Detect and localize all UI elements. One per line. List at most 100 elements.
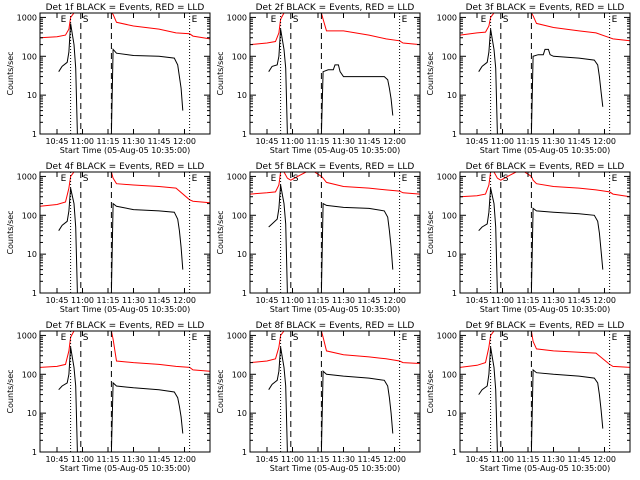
x-tick-label: 11:45 xyxy=(147,296,170,305)
y-tick-label: 10 xyxy=(447,250,457,259)
saa-label: S xyxy=(83,174,89,184)
plot-frame xyxy=(39,330,211,453)
events-series-line xyxy=(58,23,184,135)
saa-label: S xyxy=(293,333,299,343)
panel-title: Det 2f BLACK = Events, RED = LLD xyxy=(256,3,415,13)
x-tick-label: 11:45 xyxy=(567,455,590,464)
y-tick-label: 1 xyxy=(242,448,247,457)
x-tick-label: 11:00 xyxy=(491,296,514,305)
x-tick-label: 12:00 xyxy=(593,296,616,305)
x-tick-label: 10:45 xyxy=(465,455,488,464)
y-tick-label: 1000 xyxy=(17,13,37,22)
eclipse-start-label: E xyxy=(271,333,277,343)
x-tick-label: 11:00 xyxy=(281,455,304,464)
x-tick-label: 10:45 xyxy=(45,455,68,464)
x-tick-label: 11:00 xyxy=(71,137,94,146)
x-tick-label: 11:15 xyxy=(306,137,329,146)
x-tick-label: 11:00 xyxy=(491,455,514,464)
y-tick-label: 1 xyxy=(452,289,457,298)
x-tick-label: 11:00 xyxy=(71,296,94,305)
x-tick-label: 12:00 xyxy=(593,455,616,464)
x-tick-label: 11:30 xyxy=(332,137,355,146)
y-axis-label: Counts/sec xyxy=(6,210,15,254)
x-tick-label: 12:00 xyxy=(173,296,196,305)
x-tick-label: 12:00 xyxy=(173,137,196,146)
x-axis-label: Start Time (05-Aug-05 10:35:00) xyxy=(480,305,611,314)
y-tick-label: 10 xyxy=(447,91,457,100)
y-tick-label: 100 xyxy=(232,52,247,61)
y-tick-label: 1000 xyxy=(17,172,37,181)
detector-panel: Det 3f BLACK = Events, RED = LLD E S E 1 10 10… xyxy=(426,3,631,155)
eclipse-end-label: E xyxy=(192,174,198,184)
events-series-line xyxy=(478,29,604,135)
panel-title: Det 4f BLACK = Events, RED = LLD xyxy=(46,162,205,172)
x-tick-label: 11:30 xyxy=(332,296,355,305)
x-tick-label: 10:45 xyxy=(465,137,488,146)
y-tick-label: 10 xyxy=(237,91,247,100)
y-tick-label: 100 xyxy=(232,211,247,220)
eclipse-end-label: E xyxy=(402,333,408,343)
saa-label: S xyxy=(83,15,89,25)
y-tick-label: 10 xyxy=(27,91,37,100)
y-tick-label: 1 xyxy=(242,289,247,298)
panel-title: Det 9f BLACK = Events, RED = LLD xyxy=(466,321,625,331)
x-tick-label: 10:45 xyxy=(45,137,68,146)
x-tick-label: 11:30 xyxy=(122,296,145,305)
x-tick-label: 11:15 xyxy=(96,455,119,464)
y-tick-label: 1 xyxy=(32,289,37,298)
x-axis-label: Start Time (05-Aug-05 10:35:00) xyxy=(270,464,401,473)
x-axis-label: Start Time (05-Aug-05 10:35:00) xyxy=(60,464,191,473)
y-tick-label: 1 xyxy=(32,448,37,457)
y-tick-label: 100 xyxy=(442,52,457,61)
y-tick-label: 100 xyxy=(22,370,37,379)
y-tick-label: 1000 xyxy=(17,331,37,340)
x-tick-label: 11:00 xyxy=(491,137,514,146)
x-tick-label: 11:00 xyxy=(71,455,94,464)
x-axis-label: Start Time (05-Aug-05 10:35:00) xyxy=(480,146,611,155)
y-axis-label: Counts/sec xyxy=(6,51,15,95)
events-series-line xyxy=(268,347,394,453)
y-tick-label: 10 xyxy=(447,409,457,418)
x-tick-label: 11:00 xyxy=(281,296,304,305)
eclipse-end-label: E xyxy=(402,174,408,184)
y-tick-label: 10 xyxy=(27,409,37,418)
y-axis-label: Counts/sec xyxy=(426,51,435,95)
panel-title: Det 8f BLACK = Events, RED = LLD xyxy=(256,321,415,331)
y-tick-label: 1000 xyxy=(437,172,457,181)
y-axis-label: Counts/sec xyxy=(216,369,225,413)
x-axis-label: Start Time (05-Aug-05 10:35:00) xyxy=(60,146,191,155)
y-axis-label: Counts/sec xyxy=(426,369,435,413)
saa-label: S xyxy=(293,174,299,184)
eclipse-start-label: E xyxy=(481,333,487,343)
y-tick-label: 10 xyxy=(237,250,247,259)
saa-label: S xyxy=(83,333,89,343)
y-tick-label: 100 xyxy=(22,211,37,220)
saa-label: S xyxy=(503,333,509,343)
x-tick-label: 11:30 xyxy=(332,455,355,464)
panel-title: Det 3f BLACK = Events, RED = LLD xyxy=(466,3,625,13)
x-tick-label: 11:30 xyxy=(542,455,565,464)
events-series-line xyxy=(478,187,604,294)
x-tick-label: 12:00 xyxy=(383,455,406,464)
saa-label: S xyxy=(503,174,509,184)
y-tick-label: 1 xyxy=(452,130,457,139)
events-series-line xyxy=(58,347,184,453)
eclipse-start-label: E xyxy=(481,174,487,184)
y-axis-label: Counts/sec xyxy=(426,210,435,254)
x-tick-label: 10:45 xyxy=(255,455,278,464)
eclipse-end-label: E xyxy=(612,15,618,25)
x-tick-label: 11:45 xyxy=(147,137,170,146)
y-tick-label: 1000 xyxy=(437,13,457,22)
x-tick-label: 11:45 xyxy=(357,137,380,146)
y-tick-label: 1 xyxy=(242,130,247,139)
plot-frame xyxy=(459,171,631,294)
plot-frame xyxy=(249,12,421,135)
x-axis-label: Start Time (05-Aug-05 10:35:00) xyxy=(270,146,401,155)
panel-title: Det 5f BLACK = Events, RED = LLD xyxy=(256,162,415,172)
x-tick-label: 11:30 xyxy=(122,137,145,146)
y-axis-label: Counts/sec xyxy=(6,369,15,413)
x-tick-label: 11:30 xyxy=(122,455,145,464)
y-axis-label: Counts/sec xyxy=(216,51,225,95)
detector-panel: Det 8f BLACK = Events, RED = LLD E S E 1 10 10… xyxy=(216,321,421,473)
